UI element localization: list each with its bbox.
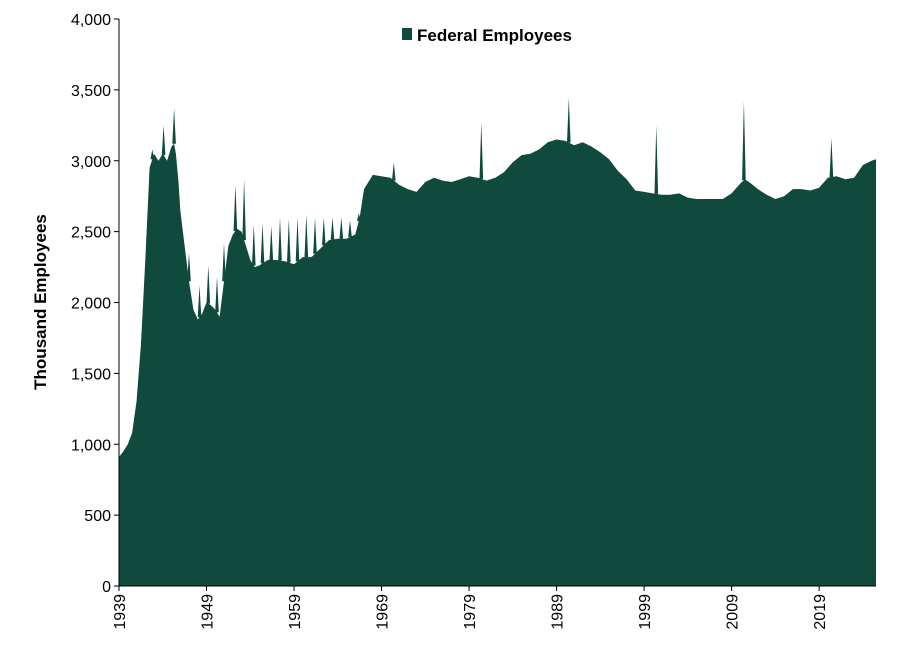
- spike-mark: [222, 243, 226, 282]
- y-tick-label: 0: [102, 579, 111, 596]
- spike-mark: [150, 149, 155, 160]
- spike-mark: [304, 214, 309, 258]
- x-tick-label: 1999: [637, 594, 654, 630]
- spike-mark: [742, 101, 746, 180]
- y-tick-label: 2,000: [71, 296, 111, 313]
- spike-mark: [567, 98, 571, 143]
- series-area-federal-employees: [119, 139, 876, 586]
- axes: 0 500 1,000 1,500 2,000 2,500 3,000 3,500 4,000 1…: [71, 12, 876, 630]
- spike-mark: [339, 217, 344, 239]
- spike-mark: [654, 125, 659, 194]
- spike-mark: [330, 217, 335, 240]
- spike-mark: [479, 122, 484, 179]
- y-tick-label: 1,000: [71, 437, 111, 454]
- x-tick-label: 1959: [287, 594, 304, 630]
- x-tick-label: 2009: [725, 594, 742, 630]
- spike-mark: [260, 223, 265, 264]
- spike-mark: [348, 220, 352, 237]
- spike-mark: [322, 217, 326, 246]
- y-tick-label: 3,500: [71, 83, 111, 100]
- x-tick-label: 1969: [375, 594, 392, 630]
- spike-mark: [197, 285, 202, 318]
- spike-mark: [242, 179, 246, 241]
- spike-mark: [278, 217, 282, 261]
- spike-mark: [206, 265, 211, 304]
- x-tick-label: 1949: [200, 594, 217, 630]
- spike-mark: [172, 108, 176, 144]
- y-axis-title: Thousand Employees: [31, 214, 50, 390]
- spike-mark: [313, 217, 317, 254]
- spike-mark: [269, 226, 274, 260]
- spike-mark: [287, 218, 291, 263]
- spike-mark: [215, 277, 219, 313]
- spike-mark: [252, 224, 256, 266]
- spike-mark: [187, 252, 191, 282]
- x-tick-label: 1979: [462, 594, 479, 630]
- spike-mark: [392, 162, 396, 181]
- x-tick-label: 1989: [550, 594, 567, 630]
- x-tick-label: 1939: [112, 594, 129, 630]
- spike-mark: [829, 138, 834, 178]
- y-tick-label: 500: [84, 508, 111, 525]
- legend: Federal Employees: [402, 26, 572, 45]
- y-tick-label: 3,000: [71, 154, 111, 171]
- y-tick-label: 2,500: [71, 225, 111, 242]
- spike-mark: [295, 217, 300, 262]
- plot-area: [119, 98, 876, 586]
- legend-swatch: [402, 28, 412, 40]
- y-tick-label: 4,000: [71, 12, 111, 29]
- spike-mark: [161, 125, 166, 156]
- x-tick-label: 2019: [812, 594, 829, 630]
- spike-mark: [357, 213, 361, 221]
- legend-label: Federal Employees: [417, 26, 572, 45]
- y-tick-label: 1,500: [71, 366, 111, 383]
- spike-mark: [233, 184, 238, 232]
